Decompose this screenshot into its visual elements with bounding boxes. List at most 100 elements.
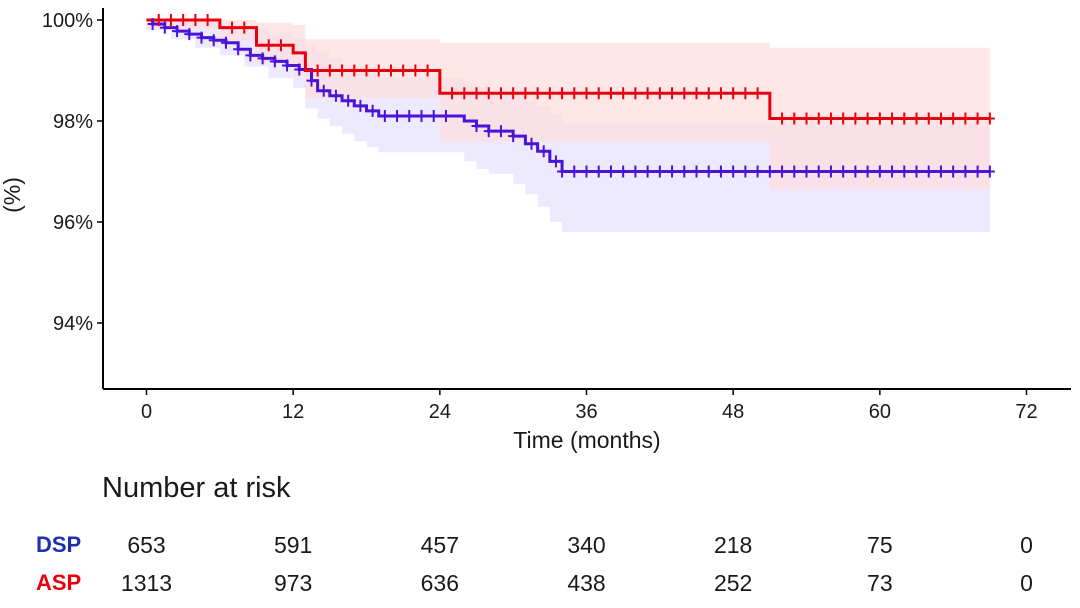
x-tick-label: 60 bbox=[869, 401, 891, 423]
censor-mark-dsp bbox=[838, 165, 849, 178]
y-axis-title: (%) bbox=[0, 177, 25, 213]
censor-mark-dsp bbox=[728, 165, 739, 178]
risk-value: 1313 bbox=[120, 570, 173, 596]
censor-mark-asp bbox=[703, 87, 714, 100]
risk-value: 340 bbox=[567, 532, 606, 558]
censor-mark-asp bbox=[532, 87, 543, 100]
censor-mark-dsp bbox=[550, 155, 561, 168]
x-axis-title: Time (months) bbox=[513, 427, 660, 453]
censor-mark-asp bbox=[581, 87, 592, 100]
censor-mark-dsp bbox=[233, 43, 244, 56]
censor-mark-dsp bbox=[813, 165, 824, 178]
censor-mark-asp bbox=[227, 21, 238, 34]
y-axis-ticks: 94% 96% 98% 100% bbox=[42, 10, 103, 335]
censor-mark-asp bbox=[190, 14, 201, 26]
x-tick-label: 72 bbox=[1015, 401, 1037, 423]
risk-value: 653 bbox=[127, 532, 166, 558]
x-tick-label: 36 bbox=[575, 401, 597, 423]
censor-mark-dsp bbox=[392, 109, 403, 122]
censor-mark-dsp bbox=[508, 130, 519, 143]
censor-mark-asp bbox=[789, 112, 800, 125]
censor-mark-asp bbox=[813, 112, 824, 125]
censor-mark-asp bbox=[337, 64, 348, 77]
censor-mark-dsp bbox=[777, 165, 788, 178]
censor-mark-asp bbox=[654, 87, 665, 100]
censor-mark-asp bbox=[324, 64, 335, 77]
censor-mark-dsp bbox=[630, 165, 641, 178]
censor-mark-asp bbox=[862, 112, 873, 125]
censor-mark-dsp bbox=[801, 165, 812, 178]
censor-mark-dsp bbox=[960, 165, 971, 178]
censor-mark-dsp bbox=[318, 84, 329, 97]
censor-mark-dsp bbox=[764, 165, 775, 178]
censor-mark-asp bbox=[178, 14, 189, 26]
censor-mark-dsp bbox=[984, 165, 995, 178]
risk-value: 973 bbox=[273, 570, 313, 596]
censor-mark-asp bbox=[679, 87, 690, 100]
censor-mark-asp bbox=[373, 64, 384, 77]
censor-mark-asp bbox=[520, 87, 531, 100]
risk-row-asp: ASP 1313 973 636 438 252 73 0 bbox=[0, 570, 1080, 600]
censor-mark-asp bbox=[422, 64, 433, 77]
censor-mark-asp bbox=[202, 14, 213, 26]
censor-mark-asp bbox=[642, 87, 653, 100]
censor-mark-dsp bbox=[330, 89, 341, 102]
censor-mark-dsp bbox=[196, 31, 207, 44]
censor-mark-asp bbox=[667, 87, 678, 100]
censor-mark-asp bbox=[740, 87, 751, 100]
censor-mark-asp bbox=[605, 87, 616, 100]
censor-mark-dsp bbox=[948, 165, 959, 178]
censor-mark-dsp bbox=[471, 120, 482, 133]
censor-mark-dsp bbox=[667, 165, 678, 178]
risk-value: 0 bbox=[1020, 570, 1033, 596]
censor-mark-asp bbox=[887, 112, 898, 125]
censor-mark-asp bbox=[459, 87, 470, 100]
censor-mark-asp bbox=[899, 112, 910, 125]
censor-mark-dsp bbox=[557, 165, 568, 178]
censor-mark-dsp bbox=[972, 165, 983, 178]
censor-mark-asp bbox=[801, 112, 812, 125]
y-tick-label: 96% bbox=[53, 212, 93, 234]
censor-mark-dsp bbox=[294, 63, 305, 76]
censor-mark-dsp bbox=[245, 49, 256, 62]
censor-mark-dsp bbox=[306, 74, 317, 87]
censor-mark-asp bbox=[165, 14, 176, 26]
risk-table-title: Number at risk bbox=[102, 472, 291, 504]
censor-mark-dsp bbox=[569, 165, 580, 178]
censor-mark-dsp bbox=[679, 165, 690, 178]
censor-mark-asp bbox=[593, 87, 604, 100]
risk-value: 0 bbox=[1020, 532, 1033, 558]
risk-value: 218 bbox=[713, 532, 753, 558]
censor-mark-asp bbox=[850, 112, 861, 125]
censor-mark-dsp bbox=[257, 52, 268, 65]
censor-mark-asp bbox=[483, 87, 494, 100]
censor-mark-asp bbox=[349, 64, 360, 77]
censor-mark-asp bbox=[263, 39, 274, 52]
censor-mark-asp bbox=[239, 21, 250, 34]
censor-mark-dsp bbox=[740, 165, 751, 178]
censor-mark-asp bbox=[691, 87, 702, 100]
risk-value: 75 bbox=[867, 532, 893, 558]
y-tick-label: 94% bbox=[53, 313, 93, 335]
censor-mark-dsp bbox=[605, 165, 616, 178]
censor-mark-dsp bbox=[887, 165, 898, 178]
x-tick-label: 24 bbox=[429, 401, 451, 423]
censor-mark-asp bbox=[874, 112, 885, 125]
censor-mark-asp bbox=[825, 112, 836, 125]
survival-line-asp bbox=[146, 18, 990, 120]
censor-mark-dsp bbox=[935, 165, 946, 178]
censor-mark-asp bbox=[935, 112, 946, 125]
km-chart: 94% 96% 98% 100% 0 12 24 36 48 60 72 Time (months… bbox=[0, 8, 1071, 453]
censor-mark-dsp bbox=[581, 165, 592, 178]
censor-mark-dsp bbox=[172, 25, 183, 38]
censor-mark-asp bbox=[630, 87, 641, 100]
censor-mark-dsp bbox=[269, 55, 280, 68]
censor-mark-asp bbox=[471, 87, 482, 100]
censor-mark-asp bbox=[752, 87, 763, 100]
risk-value: 73 bbox=[867, 570, 893, 596]
censor-mark-dsp bbox=[862, 165, 873, 178]
censor-mark-asp bbox=[984, 112, 995, 125]
censor-mark-dsp bbox=[440, 109, 451, 122]
x-tick-label: 0 bbox=[141, 401, 152, 423]
censor-mark-dsp bbox=[789, 165, 800, 178]
